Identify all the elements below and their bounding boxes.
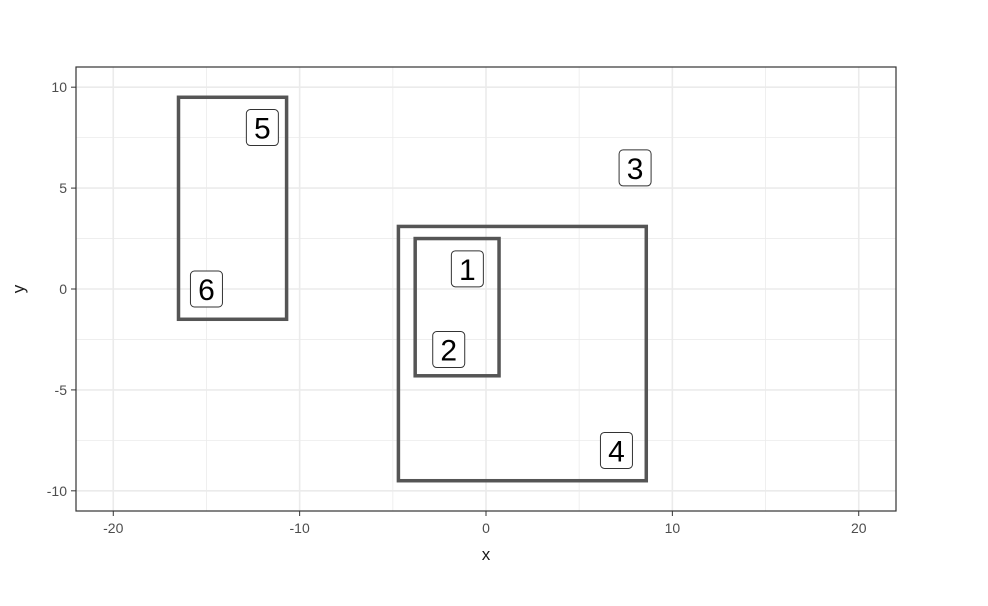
label-box [618, 149, 652, 187]
label-box [432, 331, 466, 369]
grid-major [76, 67, 896, 511]
y-axis-ticks: 10 5 0 -5 -10 [47, 79, 76, 499]
y-tick-label: 10 [51, 79, 67, 95]
y-axis-title: y [9, 284, 28, 293]
rectangles [176, 95, 649, 483]
point-labels: 1 2 3 4 5 6 [189, 109, 652, 469]
y-tick-label: 5 [59, 180, 67, 196]
x-tick-label: 10 [665, 520, 681, 536]
label-box [599, 431, 633, 469]
rect-box-c [413, 236, 501, 378]
y-tick-label: -5 [55, 382, 68, 398]
label-box [245, 109, 279, 147]
x-tick-label: -10 [290, 520, 310, 536]
x-axis-ticks: -20 -10 0 10 20 [103, 511, 867, 536]
point-label-2: 2 [432, 331, 466, 369]
point-label-3: 3 [618, 149, 652, 187]
label-text: 5 [254, 113, 271, 146]
x-tick-label: -20 [103, 520, 123, 536]
label-text: 6 [198, 274, 215, 307]
rect-box-b [396, 224, 649, 483]
x-tick-label: 0 [482, 520, 490, 536]
point-label-4: 4 [599, 431, 633, 469]
y-tick-label: 0 [59, 281, 67, 297]
label-box [450, 250, 484, 288]
point-label-6: 6 [189, 270, 223, 308]
label-text: 1 [459, 254, 476, 287]
y-tick-label: -10 [47, 483, 67, 499]
x-tick-label: 20 [851, 520, 867, 536]
label-box [189, 270, 223, 308]
label-text: 4 [608, 435, 625, 468]
point-label-5: 5 [245, 109, 279, 147]
label-text: 3 [627, 153, 644, 186]
rect-box-a [176, 95, 289, 322]
point-label-1: 1 [450, 250, 484, 288]
label-text: 2 [440, 335, 457, 368]
x-axis-title: x [482, 545, 491, 564]
